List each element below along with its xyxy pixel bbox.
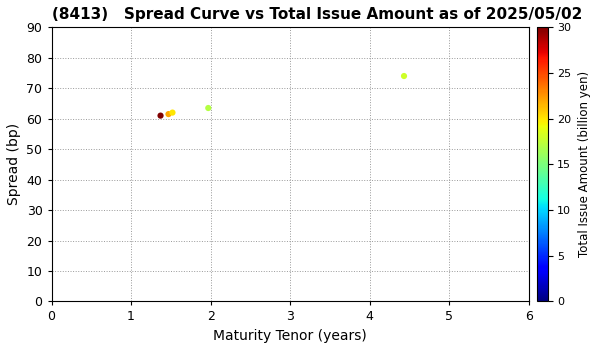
X-axis label: Maturity Tenor (years): Maturity Tenor (years) <box>214 329 367 343</box>
Y-axis label: Total Issue Amount (billion yen): Total Issue Amount (billion yen) <box>578 71 592 258</box>
Y-axis label: Spread (bp): Spread (bp) <box>7 123 21 205</box>
Point <box>203 105 213 111</box>
Point <box>399 73 409 79</box>
Point <box>167 110 177 116</box>
Point <box>164 111 173 117</box>
Point <box>156 113 166 118</box>
Text: (8413)   Spread Curve vs Total Issue Amount as of 2025/05/02: (8413) Spread Curve vs Total Issue Amoun… <box>52 7 582 22</box>
